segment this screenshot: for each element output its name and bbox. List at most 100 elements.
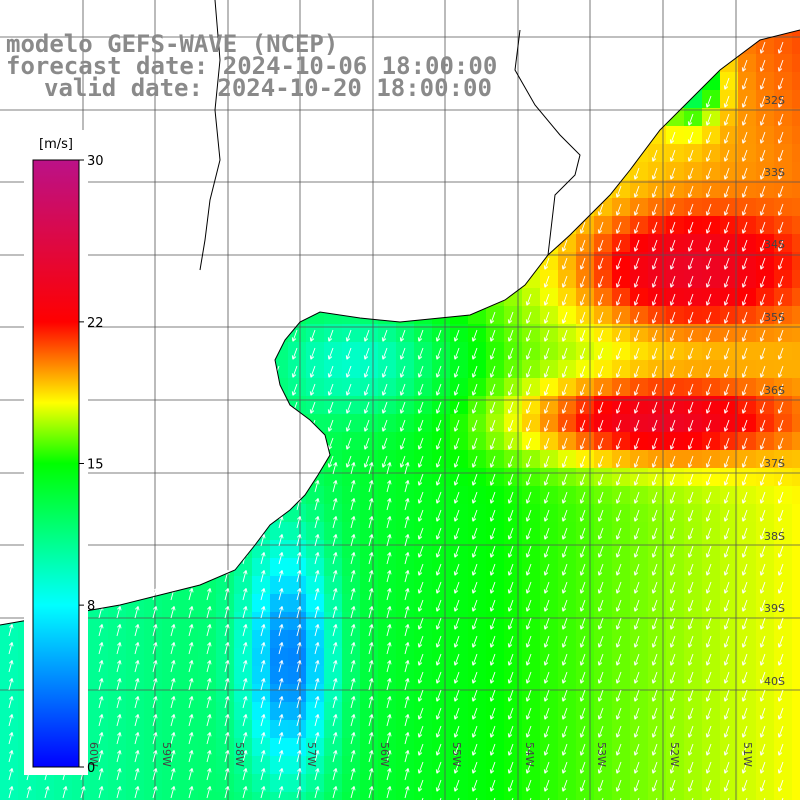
wind-speed-cell: [738, 306, 756, 324]
wind-speed-cell: [144, 594, 162, 612]
wind-speed-cell: [756, 270, 774, 288]
wind-arrow: [507, 509, 514, 522]
wind-speed-cell: [522, 774, 540, 792]
wind-arrow: [561, 239, 568, 252]
wind-arrow: [170, 768, 176, 781]
wind-speed-cell: [738, 108, 756, 126]
wind-arrow: [723, 365, 730, 378]
wind-speed-cell: [666, 306, 684, 324]
wind-speed-cell: [792, 648, 800, 666]
wind-speed-cell: [378, 756, 396, 774]
wind-speed-cell: [360, 792, 378, 800]
wind-speed-cell: [414, 666, 432, 684]
wind-speed-cell: [414, 720, 432, 738]
wind-arrow: [741, 185, 748, 198]
wind-speed-cell: [378, 648, 396, 666]
wind-speed-cell: [738, 504, 756, 522]
wind-speed-cell: [324, 540, 342, 558]
wind-speed-cell: [540, 666, 558, 684]
wind-speed-cell: [522, 648, 540, 666]
wind-arrow: [579, 707, 586, 720]
wind-arrow: [777, 491, 784, 504]
wind-arrow: [260, 768, 266, 781]
wind-speed-cell: [540, 792, 558, 800]
wind-speed-cell: [324, 720, 342, 738]
wind-speed-cell: [324, 486, 342, 504]
wind-speed-cell: [630, 684, 648, 702]
wind-arrow: [561, 617, 568, 630]
wind-speed-cell: [738, 378, 756, 396]
model-title: modelo GEFS-WAVE (NCEP): [6, 30, 339, 58]
wind-arrow: [188, 642, 194, 655]
wind-speed-cell: [108, 720, 126, 738]
wind-speed-cell: [342, 360, 360, 378]
wind-arrow: [309, 383, 316, 396]
wind-arrow: [332, 678, 338, 691]
wind-speed-cell: [738, 774, 756, 792]
wind-speed-cell: [468, 522, 486, 540]
wind-speed-cell: [450, 558, 468, 576]
wind-arrow: [152, 678, 158, 691]
wind-arrow: [345, 383, 352, 396]
wind-speed-cell: [450, 630, 468, 648]
wind-speed-cell: [720, 558, 738, 576]
wind-arrow: [327, 401, 334, 414]
wind-arrow: [350, 750, 356, 763]
wind-arrow: [651, 221, 658, 234]
wind-speed-cell: [666, 342, 684, 360]
wind-speed-cell: [504, 576, 522, 594]
wind-speed-cell: [612, 594, 630, 612]
wind-speed-cell: [522, 396, 540, 414]
wind-speed-cell: [468, 738, 486, 756]
wind-speed-cell: [702, 594, 720, 612]
wind-speed-cell: [414, 504, 432, 522]
wind-speed-cell: [378, 612, 396, 630]
wind-arrow: [597, 725, 604, 738]
wind-speed-cell: [450, 360, 468, 378]
wind-speed-cell: [756, 648, 774, 666]
wind-speed-cell: [558, 288, 576, 306]
wind-arrow: [777, 761, 784, 774]
wind-arrow: [597, 761, 604, 774]
wind-arrow: [471, 347, 478, 360]
wind-arrow: [651, 779, 658, 792]
wind-speed-cell: [432, 576, 450, 594]
wind-arrow: [98, 732, 104, 745]
wind-speed-cell: [702, 162, 720, 180]
wind-arrow: [687, 239, 694, 252]
wind-arrow: [314, 732, 320, 745]
wind-speed-cell: [486, 630, 504, 648]
wind-arrow: [489, 671, 496, 684]
wind-arrow: [615, 671, 622, 684]
wind-speed-cell: [90, 630, 108, 648]
wind-arrow: [633, 329, 640, 342]
wind-arrow: [435, 707, 442, 720]
wind-arrow: [633, 239, 640, 252]
wind-speed-cell: [702, 360, 720, 378]
wind-arrow: [368, 714, 374, 727]
wind-speed-cell: [540, 612, 558, 630]
wind-speed-cell: [558, 666, 576, 684]
wind-speed-cell: [756, 504, 774, 522]
wind-arrow: [417, 329, 424, 342]
wind-arrow: [597, 455, 604, 468]
wind-speed-cell: [558, 432, 576, 450]
wind-speed-cell: [558, 468, 576, 486]
wind-arrow: [687, 707, 694, 720]
wind-arrow: [633, 509, 640, 522]
wind-arrow: [579, 689, 586, 702]
wind-arrow: [579, 221, 586, 234]
wind-speed-cell: [126, 666, 144, 684]
wind-speed-cell: [414, 738, 432, 756]
wind-arrow: [741, 689, 748, 702]
wind-speed-cell: [468, 450, 486, 468]
wind-speed-cell: [522, 450, 540, 468]
wind-speed-cell: [432, 396, 450, 414]
wind-speed-cell: [612, 540, 630, 558]
wind-speed-cell: [738, 684, 756, 702]
wind-arrow: [615, 329, 622, 342]
wind-arrow: [206, 642, 212, 655]
wind-speed-cell: [252, 594, 270, 612]
wind-arrow: [98, 696, 104, 709]
